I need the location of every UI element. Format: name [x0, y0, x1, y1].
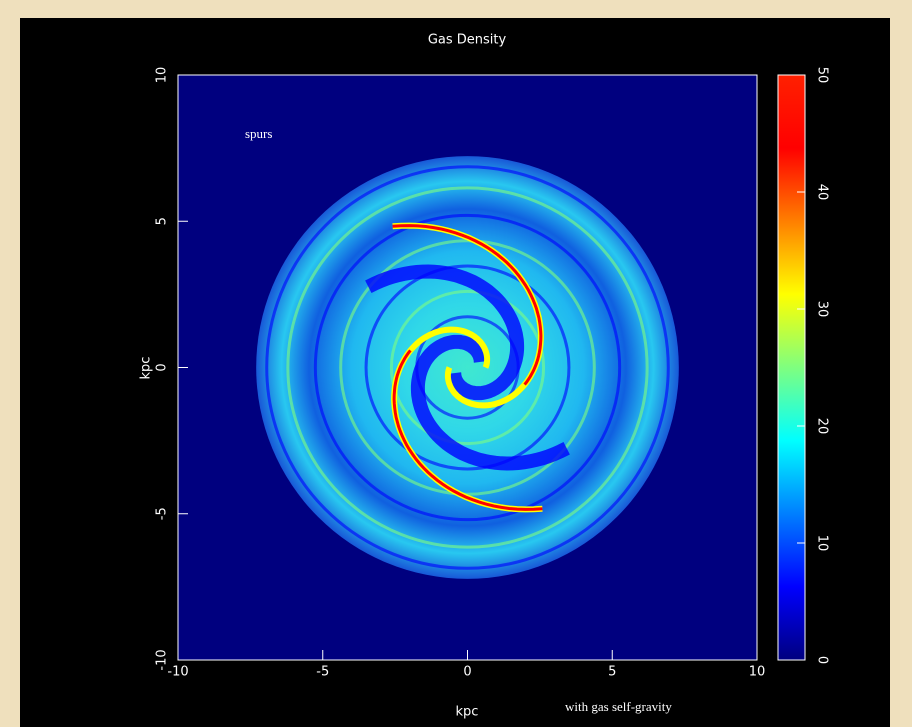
annotation: with gas self-gravity	[565, 699, 672, 714]
colorbar-tick-label: 50	[815, 67, 830, 84]
y-tick-label: -10	[155, 649, 170, 670]
ring	[364, 264, 571, 471]
y-tick-label: -5	[155, 507, 170, 520]
colorbar	[777, 74, 806, 661]
y-tick-label: 10	[155, 67, 170, 84]
ring	[313, 213, 622, 522]
annotation: spurs	[245, 126, 272, 141]
ring	[265, 165, 670, 570]
spiral-arm	[392, 349, 543, 511]
y-tick-label: 5	[155, 217, 170, 225]
x-axis-label: kpc	[456, 705, 479, 720]
ring	[339, 239, 596, 496]
colorbar-tick-label: 30	[815, 301, 830, 318]
colorbar-tick-label: 20	[815, 418, 830, 435]
ring	[389, 289, 546, 446]
colorbar-tick-label: 0	[815, 656, 830, 664]
colorbar-tick-label: 10	[815, 535, 830, 552]
x-tick-label: -10	[167, 665, 188, 680]
chart-title: Gas Density	[428, 33, 507, 48]
spiral-arm	[392, 224, 543, 386]
y-axis-label: kpc	[139, 357, 154, 380]
spiral-arm	[410, 334, 570, 471]
ring	[286, 186, 649, 549]
x-tick-label: 5	[608, 665, 616, 680]
disk	[256, 156, 679, 579]
x-tick-label: 10	[749, 665, 766, 680]
x-tick-label: -5	[316, 665, 329, 680]
colorbar-tick-label: 40	[815, 184, 830, 201]
y-tick-label: 0	[155, 363, 170, 371]
x-tick-label: 0	[463, 665, 471, 680]
spiral-arm	[365, 264, 525, 401]
